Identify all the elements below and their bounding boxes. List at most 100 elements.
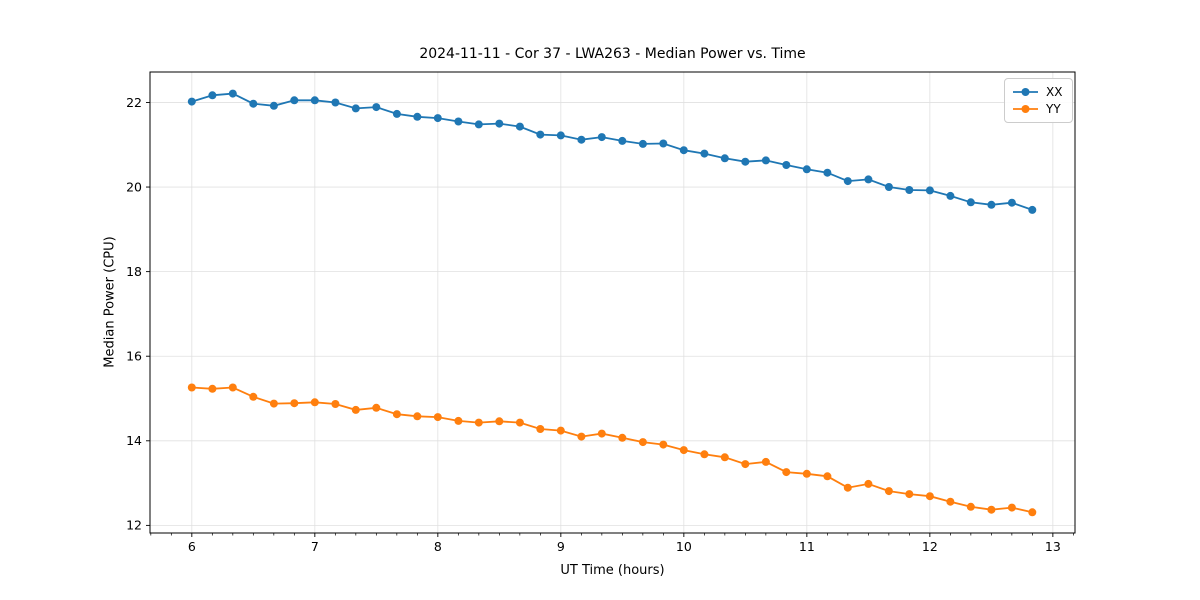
- data-point-yy: [638, 438, 647, 447]
- data-point-yy: [474, 418, 483, 427]
- y-tick-label: 22: [126, 95, 142, 110]
- legend-line-marker-icon: [1013, 87, 1038, 96]
- data-point-yy: [884, 487, 893, 496]
- x-tick-label: 13: [1045, 539, 1061, 554]
- data-point-yy: [946, 497, 955, 506]
- data-point-yy: [331, 400, 340, 408]
- data-point-yy: [208, 384, 217, 393]
- data-point-xx: [966, 198, 975, 207]
- data-point-yy: [987, 505, 996, 514]
- data-point-xx: [228, 89, 237, 98]
- data-point-xx: [823, 168, 832, 177]
- data-point-yy: [864, 479, 873, 488]
- x-tick-label: 9: [557, 539, 565, 554]
- data-point-xx: [1028, 205, 1037, 214]
- data-point-yy: [679, 446, 688, 455]
- data-point-yy: [351, 405, 360, 414]
- data-point-xx: [351, 104, 360, 113]
- data-point-yy: [905, 490, 914, 499]
- data-point-xx: [761, 156, 770, 165]
- data-point-yy: [454, 416, 463, 425]
- legend-label: XX: [1046, 84, 1063, 99]
- data-point-xx: [1007, 198, 1016, 207]
- x-tick-label: 7: [311, 539, 319, 554]
- data-point-yy: [249, 392, 258, 401]
- data-point-xx: [946, 191, 955, 200]
- data-point-yy: [187, 383, 196, 392]
- data-point-yy: [741, 460, 750, 469]
- data-point-yy: [269, 399, 278, 408]
- data-point-yy: [290, 399, 299, 408]
- data-point-xx: [700, 149, 709, 158]
- data-point-xx: [269, 101, 278, 110]
- data-point-xx: [864, 175, 873, 184]
- data-point-yy: [761, 457, 770, 466]
- plot-frame: [149, 71, 1076, 534]
- legend-line-marker-icon: [1013, 105, 1038, 114]
- x-tick-label: 6: [188, 539, 196, 554]
- data-point-xx: [536, 130, 545, 139]
- data-point-xx: [987, 200, 996, 209]
- y-tick-label: 14: [126, 433, 142, 448]
- data-point-xx: [925, 186, 934, 195]
- data-point-xx: [884, 183, 893, 191]
- data-point-yy: [782, 468, 791, 477]
- data-point-xx: [310, 96, 319, 105]
- y-tick-label: 20: [126, 179, 142, 194]
- x-tick-label: 8: [434, 539, 442, 554]
- legend-label: YY: [1046, 102, 1061, 117]
- data-point-xx: [905, 186, 914, 194]
- data-point-xx: [618, 136, 627, 145]
- data-point-yy: [556, 426, 565, 435]
- x-tick-label: 10: [676, 539, 692, 554]
- y-tick-label: 16: [126, 349, 142, 364]
- x-tick-label: 12: [922, 539, 938, 554]
- data-point-yy: [597, 429, 606, 438]
- data-point-yy: [802, 469, 811, 478]
- data-point-yy: [720, 453, 729, 462]
- data-point-yy: [659, 440, 668, 449]
- data-point-xx: [495, 119, 504, 128]
- data-point-xx: [556, 131, 565, 140]
- data-point-yy: [413, 412, 422, 421]
- data-point-xx: [433, 114, 442, 123]
- data-point-yy: [310, 398, 319, 407]
- data-point-xx: [741, 157, 750, 166]
- y-tick-label: 12: [126, 518, 142, 533]
- data-point-xx: [597, 133, 606, 142]
- x-tick-label: 11: [799, 539, 815, 554]
- data-point-yy: [823, 472, 832, 481]
- legend-item-xx: XX: [1012, 85, 1065, 99]
- data-point-xx: [782, 161, 791, 169]
- data-point-xx: [454, 117, 463, 126]
- data-point-xx: [249, 99, 258, 108]
- data-point-yy: [843, 483, 852, 492]
- data-point-xx: [720, 154, 729, 163]
- data-point-xx: [577, 135, 586, 144]
- data-point-xx: [474, 120, 483, 129]
- data-point-yy: [228, 383, 237, 392]
- x-axis-label: UT Time (hours): [560, 563, 665, 578]
- data-point-xx: [290, 96, 299, 105]
- data-point-xx: [208, 91, 217, 100]
- data-point-xx: [515, 122, 524, 131]
- data-point-yy: [925, 492, 934, 501]
- data-point-xx: [638, 139, 647, 148]
- data-point-yy: [536, 425, 545, 433]
- data-point-xx: [843, 177, 852, 186]
- data-point-yy: [1007, 503, 1016, 512]
- data-point-yy: [700, 450, 709, 459]
- data-point-yy: [433, 413, 442, 422]
- data-point-yy: [495, 417, 504, 426]
- data-point-xx: [392, 109, 401, 118]
- data-point-yy: [618, 433, 627, 442]
- y-axis-label: Median Power (CPU): [102, 236, 118, 368]
- data-point-xx: [187, 97, 196, 106]
- data-point-xx: [659, 139, 668, 148]
- legend-item-yy: YY: [1012, 102, 1065, 116]
- data-point-yy: [577, 432, 586, 441]
- data-point-xx: [802, 165, 811, 174]
- data-point-yy: [392, 410, 401, 419]
